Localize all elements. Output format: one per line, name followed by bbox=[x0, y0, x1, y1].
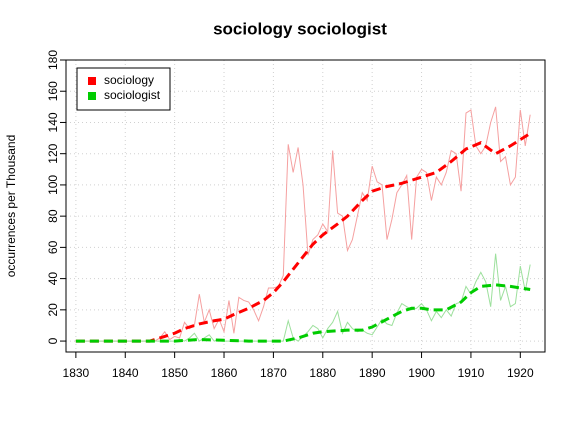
y-tick-label: 80 bbox=[46, 209, 60, 223]
x-tick-label: 1880 bbox=[309, 366, 336, 380]
x-tick-label: 1840 bbox=[112, 366, 139, 380]
y-tick-label: 100 bbox=[46, 175, 60, 195]
y-tick-label: 160 bbox=[46, 81, 60, 101]
smooth-line bbox=[75, 283, 531, 343]
x-tick-label: 1910 bbox=[458, 366, 485, 380]
x-tick-label: 1860 bbox=[211, 366, 238, 380]
legend-swatch bbox=[88, 92, 96, 100]
smooth-line bbox=[75, 132, 531, 343]
x-tick-label: 1920 bbox=[507, 366, 534, 380]
legend-label: sociology bbox=[104, 73, 154, 87]
x-tick-label: 1890 bbox=[359, 366, 386, 380]
x-tick-label: 1830 bbox=[63, 366, 90, 380]
x-tick-label: 1870 bbox=[260, 366, 287, 380]
raw-line bbox=[75, 106, 531, 342]
legend-box bbox=[76, 67, 171, 111]
x-tick-label: 1900 bbox=[408, 366, 435, 380]
legend-label: sociologist bbox=[104, 88, 161, 102]
y-tick-label: 180 bbox=[46, 50, 60, 70]
plot-frame bbox=[65, 59, 546, 353]
x-tick-label: 1850 bbox=[161, 366, 188, 380]
y-tick-label: 40 bbox=[46, 272, 60, 286]
y-tick-label: 0 bbox=[46, 337, 60, 344]
y-tick-label: 20 bbox=[46, 303, 60, 317]
y-tick-label: 60 bbox=[46, 240, 60, 254]
y-tick-label: 140 bbox=[46, 112, 60, 132]
y-tick-label: 120 bbox=[46, 143, 60, 163]
raw-line bbox=[75, 253, 531, 342]
chart-title: sociology sociologist bbox=[213, 19, 387, 38]
y-axis-label: occurrences per Thousand bbox=[4, 135, 18, 278]
legend-swatch bbox=[88, 77, 96, 85]
